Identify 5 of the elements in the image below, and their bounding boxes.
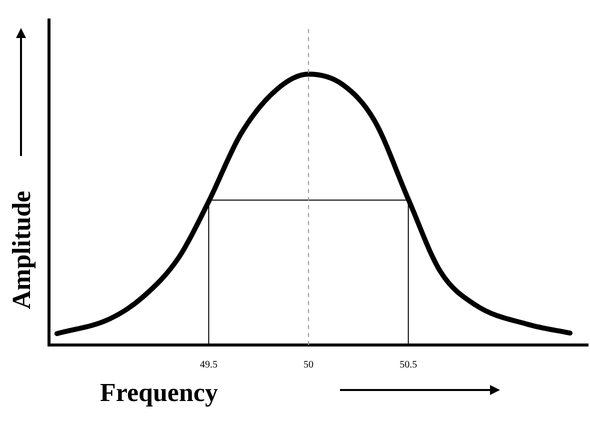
x-tick-label: 49.5 (200, 360, 218, 371)
y-axis-title: Amplitude (7, 190, 37, 310)
x-axis-title: Frequency (100, 378, 218, 408)
x-tick-label: 50.5 (400, 360, 418, 371)
x-tick-label: 50 (304, 360, 314, 371)
